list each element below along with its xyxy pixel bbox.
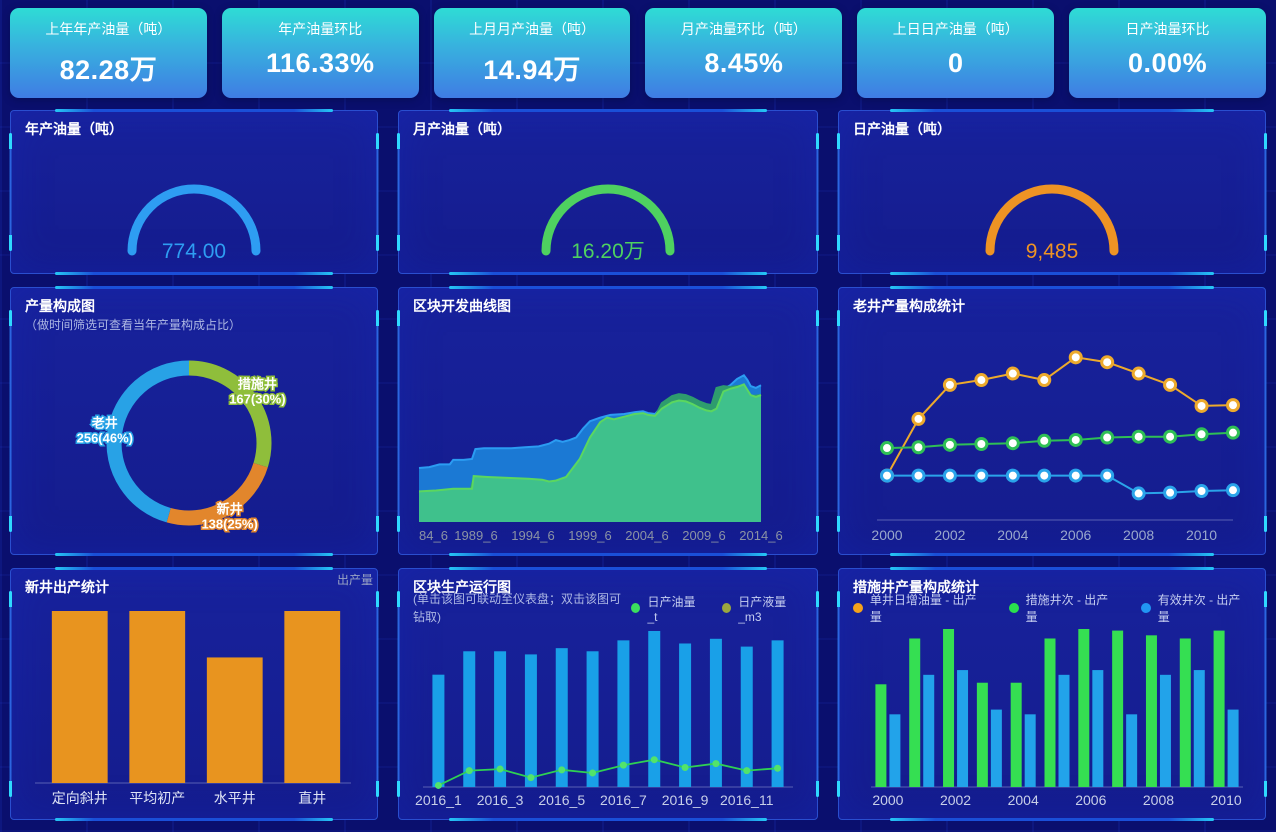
svg-text:平均初产: 平均初产 (129, 790, 185, 806)
svg-text:2000: 2000 (872, 792, 903, 808)
production-mix-donut-chart[interactable]: 措施井 167(30%) 新井 138(25%) 老井 256(46%) (25, 334, 363, 548)
panel-old-well-stats: 老井产量构成统计 2000 2002 2004 2006 2008 2010 (838, 286, 1266, 556)
legend-item[interactable]: 有效井次 - 出产量 (1140, 591, 1251, 625)
svg-text:2016_1: 2016_1 (415, 792, 462, 808)
kpi-value: 82.28万 (59, 55, 158, 85)
svg-text:1994_6: 1994_6 (511, 528, 554, 543)
svg-text:定向斜井: 定向斜井 (52, 790, 108, 806)
new-well-bar-chart[interactable]: 定向斜井 平均初产 水平井 直井 (25, 597, 363, 813)
svg-text:2004: 2004 (997, 527, 1028, 543)
kpi-label: 上月月产油量（吨） (469, 21, 596, 37)
panel-title: 区块生产运行图 (413, 579, 511, 595)
legend-dot (1140, 603, 1151, 613)
kpi-value: 116.33% (265, 48, 375, 78)
legend-item[interactable]: 措施井次 - 出产量 (1008, 591, 1119, 625)
panel-title: 产量构成图 (25, 298, 95, 314)
svg-text:2016_3: 2016_3 (477, 792, 524, 808)
svg-text:水平井: 水平井 (214, 790, 256, 806)
legend-dot (853, 603, 863, 613)
panel-measure-well-stats: 措施井产量构成统计 单井日增油量 - 出产量 措施井次 - 出产量 有效井次 - 出… (838, 567, 1266, 821)
svg-text:2004: 2004 (1008, 792, 1039, 808)
kpi-value: 0 (947, 48, 964, 78)
svg-text:2016_11: 2016_11 (720, 792, 774, 808)
panel-title: 月产油量（吨） (413, 121, 511, 137)
kpi-label: 上年年产油量（吨） (45, 21, 172, 37)
kpi-card-prev-month-output: 上月月产油量（吨） 14.94万 (433, 8, 631, 98)
month-output-gauge-chart[interactable]: 16.20万 (413, 139, 803, 267)
measure-well-grouped-bar-chart[interactable]: 2000 2002 2004 2006 2008 2010 (853, 619, 1251, 813)
svg-text:84_6: 84_6 (419, 528, 448, 543)
legend-dot (722, 603, 732, 613)
block-development-area-chart[interactable]: 84_6 1989_6 1994_6 1999_6 2004_6 2009_6 2014_6 (413, 316, 803, 548)
svg-text:2004_6: 2004_6 (625, 528, 668, 543)
kpi-value: 8.45% (704, 48, 784, 78)
svg-text:774.00: 774.00 (162, 240, 226, 263)
legend-dot (1008, 603, 1019, 613)
panel-grid: 年产油量（吨） 774.00 月产油量（吨） 16.20万 日产油量（吨） 9,… (10, 109, 1266, 821)
kpi-value: 0.00% (1128, 48, 1208, 78)
svg-text:2006: 2006 (1060, 527, 1091, 543)
kpi-card-day-output-ratio: 日产油量环比 0.00% (1069, 8, 1266, 98)
legend-dot (631, 603, 641, 613)
day-output-gauge-chart[interactable]: 9,485 (853, 139, 1251, 267)
svg-text:1999_6: 1999_6 (568, 528, 611, 543)
svg-text:2016_7: 2016_7 (600, 792, 647, 808)
legend-item[interactable]: 单井日增油量 - 出产量 (853, 591, 987, 625)
svg-text:2006: 2006 (1075, 792, 1106, 808)
panel-title: 日产油量（吨） (853, 121, 951, 137)
svg-text:2000: 2000 (871, 527, 902, 543)
kpi-label: 年产油量环比 (278, 21, 363, 37)
svg-text:16.20万: 16.20万 (571, 240, 645, 263)
year-output-gauge-chart[interactable]: 774.00 (25, 139, 363, 267)
svg-text:2008: 2008 (1123, 527, 1154, 543)
svg-text:2014_6: 2014_6 (739, 528, 782, 543)
panel-title: 措施井产量构成统计 (853, 579, 979, 595)
kpi-value: 14.94万 (483, 55, 581, 85)
svg-text:2002: 2002 (940, 792, 971, 808)
block-run-legend[interactable]: 日产油量_t 日产液量_m3 (631, 595, 803, 624)
svg-text:直井: 直井 (298, 790, 326, 806)
panel-title: 新井出产统计 (25, 579, 109, 595)
legend-item[interactable]: 日产液量_m3 (722, 593, 803, 624)
kpi-label: 日产油量环比 (1125, 21, 1210, 37)
panel-title: 区块开发曲线图 (413, 298, 511, 314)
panel-day-output-gauge: 日产油量（吨） 9,485 (838, 109, 1266, 275)
legend-item[interactable]: 日产油量_t (631, 593, 700, 624)
kpi-card-prev-year-output: 上年年产油量（吨） 82.28万 (10, 8, 207, 98)
panel-title: 年产油量（吨） (25, 121, 123, 137)
svg-text:2016_5: 2016_5 (538, 792, 585, 808)
dashboard: 上年年产油量（吨） 82.28万 年产油量环比 116.33% 上月月产油量（吨… (10, 8, 1266, 821)
svg-text:2010: 2010 (1186, 527, 1217, 543)
measure-well-legend[interactable]: 单井日增油量 - 出产量 措施井次 - 出产量 有效井次 - 出产量 (853, 593, 1251, 624)
kpi-label: 月产油量环比（吨） (680, 21, 807, 37)
kpi-card-year-output-ratio: 年产油量环比 116.33% (221, 8, 419, 98)
legend-output-volume[interactable]: 出产量 (336, 573, 373, 587)
svg-text:2016_9: 2016_9 (662, 792, 709, 808)
svg-text:9,485: 9,485 (1026, 240, 1079, 263)
panel-subtitle: （做时间筛选可查看当年产量构成占比） (25, 318, 242, 332)
kpi-card-prev-day-output: 上日日产油量（吨） 0 (857, 8, 1055, 98)
old-well-line-chart[interactable]: 2000 2002 2004 2006 2008 2010 (853, 316, 1251, 548)
panel-subtitle: (单击该图可联动至仪表盘；双击该图可钻取) (413, 592, 621, 624)
panel-month-output-gauge: 月产油量（吨） 16.20万 (398, 109, 818, 275)
panel-year-output-gauge: 年产油量（吨） 774.00 (10, 109, 378, 275)
svg-text:2002: 2002 (934, 527, 965, 543)
panel-block-development: 区块开发曲线图 84_6 1989_6 1994_6 1999_6 2004_6 2009… (398, 286, 818, 556)
panel-new-well-stats: 新井出产统计 出产量 定向斜井 平均初产 水平井 直井 (10, 567, 378, 821)
svg-text:2010: 2010 (1211, 792, 1242, 808)
kpi-label: 上日日产油量（吨） (892, 21, 1019, 37)
svg-text:1989_6: 1989_6 (454, 528, 497, 543)
svg-text:2008: 2008 (1143, 792, 1174, 808)
panel-block-run: 区块生产运行图 (单击该图可联动至仪表盘；双击该图可钻取) 日产油量_t 日产液量… (398, 567, 818, 821)
panel-production-mix: 产量构成图 （做时间筛选可查看当年产量构成占比） 措施井 167(30%) 新井 13… (10, 286, 378, 556)
block-run-combo-chart[interactable]: 2016_1 2016_3 2016_5 2016_7 2016_9 2016_11 (413, 619, 803, 813)
kpi-card-month-output-ratio: 月产油量环比（吨） 8.45% (645, 8, 843, 98)
kpi-row: 上年年产油量（吨） 82.28万 年产油量环比 116.33% 上月月产油量（吨… (10, 8, 1266, 98)
svg-text:2009_6: 2009_6 (682, 528, 725, 543)
panel-title: 老井产量构成统计 (853, 298, 965, 314)
